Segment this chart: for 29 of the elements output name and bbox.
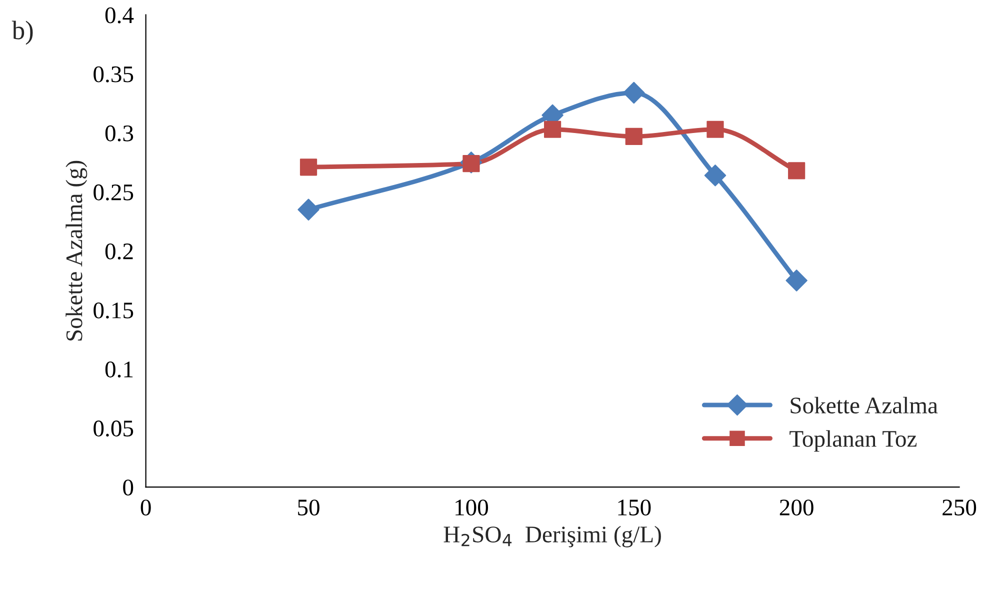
y-tick-label: 0.3 — [105, 125, 134, 142]
point — [706, 120, 724, 138]
y-tick-label: 0 — [123, 480, 134, 496]
y-tick-label: 0.25 — [94, 184, 134, 200]
legend-label: Sokette Azalma — [790, 396, 938, 414]
legend-label: Toplanan Toz — [790, 430, 917, 452]
point — [544, 120, 562, 138]
y-tick-label: 0.2 — [105, 243, 133, 260]
x-tick-label: 200 — [780, 500, 814, 516]
point — [786, 270, 808, 292]
point — [298, 198, 320, 221]
y-tick-label: 0.15 — [94, 302, 134, 319]
point — [625, 128, 642, 145]
y-tick-label: 0.1 — [105, 362, 133, 378]
x-tick-label: 50 — [298, 500, 320, 516]
y-tick-label: 0.35 — [94, 66, 134, 82]
x-tick-label: 150 — [618, 500, 651, 516]
y-tick-label: 0.4 — [105, 7, 134, 24]
x-axis-title: H$_{2}$SO$_{4}$ Derişimi (g/L) — [444, 526, 661, 548]
point — [300, 158, 318, 176]
x-tick-label: 0 — [140, 500, 151, 516]
x-tick-label: 250 — [942, 500, 976, 516]
y-tick-label: 0.05 — [94, 420, 134, 437]
point — [788, 162, 806, 180]
y-axis-title: Sokette Azalma (g) — [66, 160, 88, 341]
point — [623, 82, 645, 104]
x-tick-label: 100 — [456, 500, 488, 516]
point — [704, 164, 726, 186]
text: b) — [12, 20, 33, 45]
